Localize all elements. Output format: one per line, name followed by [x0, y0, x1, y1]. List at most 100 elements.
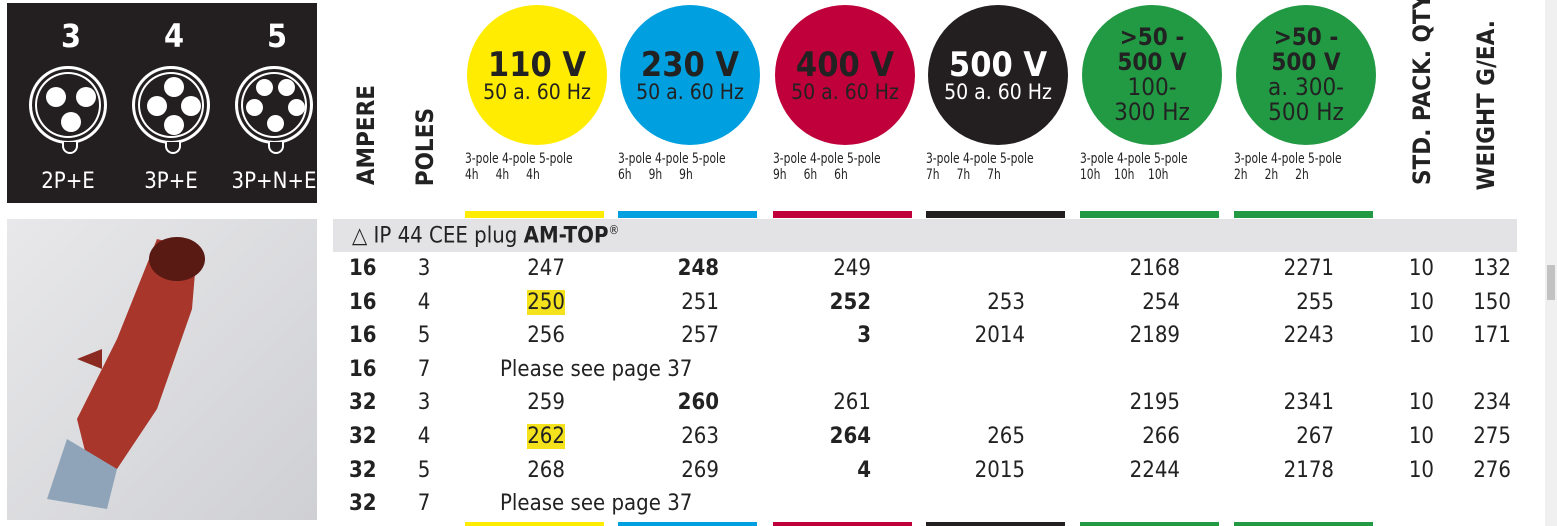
- voltage-badge: 230 V 50 a. 60 Hz: [620, 5, 760, 145]
- socket-pin-icon: [164, 115, 184, 135]
- socket-config-label: 3P+E: [144, 169, 198, 194]
- socket-config-label: 2P+E: [41, 169, 95, 194]
- article-number: 255: [1296, 289, 1334, 315]
- weight-cell: 234: [1473, 390, 1511, 416]
- ampere-cell: 16: [349, 256, 377, 281]
- article-number: 250: [527, 289, 565, 315]
- socket-pin-icon: [267, 115, 284, 132]
- socket-key-tab: [268, 142, 284, 154]
- note-cell: Please see page 37: [500, 491, 693, 517]
- voltage-badge: 500 V 50 a. 60 Hz: [928, 5, 1068, 145]
- pole-hours-label: 3-pole 4-pole 5-pole 6h 9h 9h: [618, 151, 726, 183]
- poles-cell: 3: [417, 256, 431, 281]
- socket-pin-icon: [288, 99, 305, 116]
- article-number: 253: [987, 289, 1025, 315]
- socket-pin-icon: [278, 79, 295, 96]
- voltage-badge-line: 300 Hz: [1114, 98, 1190, 127]
- scrollbar[interactable]: [1545, 0, 1557, 526]
- article-number: 262: [527, 424, 565, 449]
- voltage-badge-line: 50 a. 60 Hz: [944, 79, 1052, 104]
- article-number: 266: [1142, 424, 1180, 449]
- table-row: 32 3 259 260 261 2195 2341 10 234: [0, 390, 1557, 424]
- article-number-cell: 262: [445, 424, 565, 449]
- socket-key-tab: [165, 142, 181, 154]
- article-number-cell: 2168: [1060, 256, 1180, 281]
- article-number-cell: 2178: [1214, 458, 1334, 483]
- article-number-cell: 2271: [1214, 256, 1334, 281]
- warning-triangle-icon: △: [352, 223, 368, 249]
- socket-key-tab: [62, 142, 78, 154]
- qty-cell: 10: [1408, 256, 1434, 281]
- voltage-badge-line: 500 V: [1271, 47, 1341, 76]
- article-number: 252: [829, 289, 871, 315]
- socket-pin-icon: [61, 112, 81, 132]
- article-number-cell: 253: [905, 290, 1025, 315]
- ampere-cell: 32: [349, 457, 377, 483]
- voltage-color-bar: [773, 522, 912, 526]
- article-number: 2015: [974, 457, 1025, 483]
- voltage-color-bar: [1234, 522, 1373, 526]
- socket-icon: [29, 66, 107, 154]
- article-number-cell: 254: [1060, 290, 1180, 315]
- article-number: 2243: [1283, 323, 1334, 349]
- ampere-cell: 32: [349, 491, 377, 517]
- article-number: 259: [527, 390, 565, 416]
- poles-cell: 5: [417, 323, 431, 349]
- plug-product-photo: [7, 219, 317, 520]
- article-number: 2195: [1129, 390, 1180, 416]
- article-number-cell: 2189: [1060, 323, 1180, 348]
- qty-cell: 10: [1408, 323, 1434, 349]
- qty-cell: 10: [1408, 424, 1434, 449]
- pole-hours-label: 3-pole 4-pole 5-pole 4h 4h 4h: [465, 151, 573, 183]
- socket-pin-count: 4: [163, 17, 185, 55]
- article-number: 254: [1142, 289, 1180, 315]
- table-row: 32 4 262 263 264 265 266 267 10 275: [0, 424, 1557, 458]
- article-number: 251: [681, 289, 719, 315]
- section-title: △ IP 44 CEE plug AM-TOP®: [352, 223, 620, 249]
- poles-cell: 3: [417, 390, 431, 416]
- socket-icon: [235, 66, 313, 154]
- ampere-cell: 16: [349, 323, 377, 349]
- section-header-bar: [333, 219, 1517, 252]
- voltage-badge-line: 50 a. 60 Hz: [483, 79, 591, 104]
- socket-diagram-panel: 3 2P+E 4 3P+E 5 3P+N+E: [7, 3, 317, 203]
- article-number: 269: [681, 457, 719, 483]
- socket-pin-icon: [147, 96, 167, 116]
- article-number-cell: 267: [1214, 424, 1334, 449]
- article-number: 2189: [1129, 323, 1180, 349]
- article-number: 261: [833, 390, 871, 416]
- article-number-cell: 265: [905, 424, 1025, 449]
- article-number: 268: [527, 457, 565, 483]
- cee-plug-image: [47, 237, 205, 509]
- voltage-badge: 110 V 50 a. 60 Hz: [467, 5, 607, 145]
- socket-pin-icon: [76, 87, 96, 107]
- socket-icon: [132, 66, 210, 154]
- voltage-badge-line: >50 -: [1119, 22, 1185, 51]
- article-number-cell: 2244: [1060, 458, 1180, 483]
- article-number: 4: [857, 457, 871, 483]
- voltage-badge-line: 110 V: [487, 44, 587, 85]
- voltage-color-bar: [1234, 211, 1373, 218]
- article-number-cell: 2014: [905, 323, 1025, 348]
- scrollbar-thumb[interactable]: [1547, 265, 1555, 300]
- article-number: 249: [833, 256, 871, 281]
- table-row: 16 3 247 248 249 2168 2271 10 132: [0, 256, 1557, 290]
- voltage-badge-line: 500 Hz: [1268, 98, 1344, 127]
- ampere-cell: 32: [349, 390, 377, 416]
- weight-cell: 150: [1473, 289, 1511, 315]
- poles-cell: 4: [417, 424, 431, 449]
- socket-pin-count: 3: [60, 17, 82, 55]
- article-number: 257: [681, 323, 719, 349]
- article-number: 260: [677, 390, 719, 416]
- voltage-color-bar: [1080, 522, 1219, 526]
- weight-cell: 275: [1473, 424, 1511, 449]
- article-number: 2168: [1129, 256, 1180, 281]
- voltage-color-bar: [618, 522, 757, 526]
- voltage-color-bar: [926, 211, 1065, 218]
- std-pack-qty-header: STD. PACK. QTY.: [1408, 0, 1436, 185]
- note-cell: Please see page 37: [500, 356, 693, 382]
- voltage-badge: >50 -500 V 100- 300 Hz: [1082, 5, 1222, 145]
- article-number-cell: 251: [599, 290, 719, 315]
- article-number-cell: 250: [445, 289, 565, 315]
- table-row: 32 5 268 269 4 2015 2244 2178 10 276: [0, 458, 1557, 492]
